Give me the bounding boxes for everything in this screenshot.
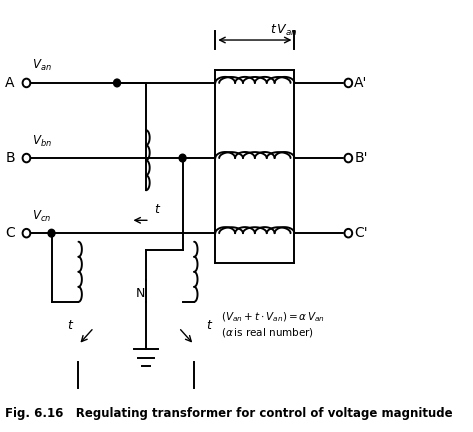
Circle shape [114,79,121,87]
Text: C: C [5,226,15,240]
Text: $t$: $t$ [206,319,213,332]
Circle shape [344,229,352,238]
Circle shape [23,154,30,162]
Circle shape [23,229,30,238]
Text: $V_{cn}$: $V_{cn}$ [32,209,52,224]
Text: N: N [135,287,145,300]
Text: A': A' [354,76,368,90]
Text: $V_{an}$: $V_{an}$ [32,58,52,73]
Text: B': B' [354,151,368,165]
Text: $t\,V_{an}$: $t\,V_{an}$ [270,23,298,38]
Text: A: A [5,76,15,90]
Circle shape [344,154,352,162]
Text: Fig. 6.16   Regulating transformer for control of voltage magnitude: Fig. 6.16 Regulating transformer for con… [5,407,453,420]
Circle shape [179,154,186,162]
Text: C': C' [354,226,368,240]
Text: $t$: $t$ [67,319,74,332]
Text: $(V_{an}+t\cdot V_{an}) = \alpha\,V_{an}$
$(\alpha\,\mathrm{is\ real\ number})$: $(V_{an}+t\cdot V_{an}) = \alpha\,V_{an}… [221,311,325,339]
Circle shape [48,229,55,237]
Circle shape [23,79,30,87]
Text: B: B [5,151,15,165]
Circle shape [344,79,352,87]
Text: $t$: $t$ [154,203,161,216]
Text: $V_{bn}$: $V_{bn}$ [32,133,52,149]
